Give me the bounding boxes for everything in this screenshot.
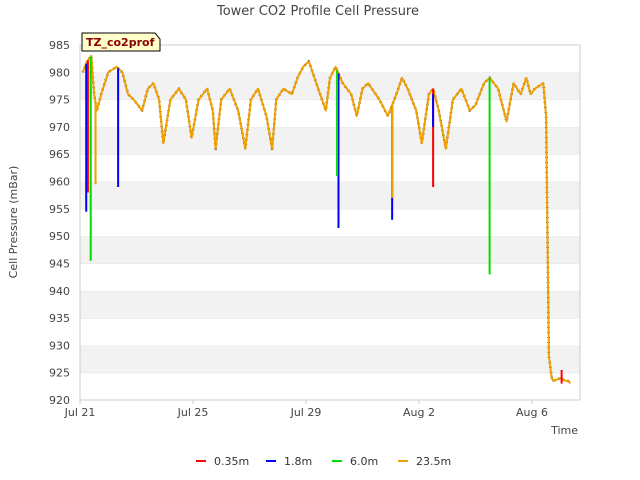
x-axis-label: Time bbox=[550, 424, 578, 437]
x-tick-label: Aug 2 bbox=[403, 406, 435, 419]
legend-label-0-35m: 0.35m bbox=[214, 455, 249, 468]
site-tag-label: TZ_co2prof bbox=[86, 36, 155, 49]
series-layer bbox=[81, 54, 572, 385]
y-tick-label: 960 bbox=[49, 176, 70, 189]
grid-band bbox=[80, 290, 580, 319]
grid-band bbox=[80, 236, 580, 264]
y-tick-label: 980 bbox=[49, 66, 70, 79]
y-tick-label: 985 bbox=[49, 39, 70, 52]
x-tick-label: Jul 29 bbox=[290, 406, 322, 419]
y-tick-label: 970 bbox=[49, 121, 70, 134]
x-tick-label: Aug 6 bbox=[516, 406, 548, 419]
grid-band bbox=[80, 372, 580, 400]
site-tag-box bbox=[81, 32, 161, 52]
grid-band bbox=[80, 263, 580, 291]
y-tick-label: 925 bbox=[49, 367, 70, 380]
y-tick-label: 975 bbox=[49, 94, 70, 107]
legend: 0.35m 1.8m 6.0m 23.5m bbox=[196, 455, 451, 468]
legend-label-1-8m: 1.8m bbox=[284, 455, 312, 468]
y-axis: 920 925 930 935 940 945 950 955 960 965 970 975 980 9… bbox=[49, 39, 70, 407]
plot-frame bbox=[79, 44, 581, 401]
grid-band bbox=[80, 208, 580, 237]
y-tick-label: 965 bbox=[49, 148, 70, 161]
y-tick-label: 945 bbox=[49, 257, 70, 270]
grid-band bbox=[80, 154, 580, 182]
x-axis: Jul 21 Jul 25 Jul 29 Aug 2 Aug 6 bbox=[64, 400, 548, 419]
legend-label-6-0m: 6.0m bbox=[350, 455, 378, 468]
x-tick-label: Jul 21 bbox=[64, 406, 96, 419]
grid-band bbox=[80, 45, 580, 73]
y-tick-label: 955 bbox=[49, 203, 70, 216]
grid-band bbox=[80, 181, 580, 209]
grid-band bbox=[80, 126, 580, 155]
chart-title: Tower CO2 Profile Cell Pressure bbox=[216, 4, 419, 19]
grid-band bbox=[80, 345, 580, 373]
x-tick-label: Jul 25 bbox=[177, 406, 209, 419]
y-tick-label: 930 bbox=[49, 339, 70, 352]
y-axis-label: Cell Pressure (mBar) bbox=[7, 166, 20, 279]
series-line-23-5m bbox=[81, 54, 571, 385]
legend-label-23-5m: 23.5m bbox=[416, 455, 451, 468]
grid-band bbox=[80, 318, 580, 346]
y-tick-label: 935 bbox=[49, 312, 70, 325]
site-tag: TZ_co2prof bbox=[81, 32, 161, 52]
grid-band bbox=[80, 99, 580, 127]
y-tick-label: 920 bbox=[49, 394, 70, 407]
y-tick-label: 950 bbox=[49, 230, 70, 243]
y-tick-label: 940 bbox=[49, 285, 70, 298]
plot-background-bands bbox=[80, 44, 580, 400]
